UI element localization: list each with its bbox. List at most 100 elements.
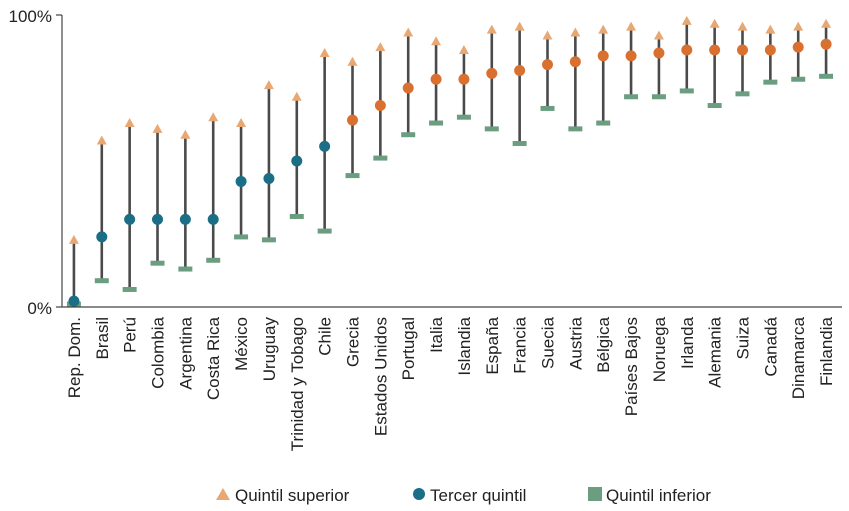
point-tercer-quintil <box>179 213 191 225</box>
point-quintil-superior <box>486 24 497 34</box>
point-tercer-quintil <box>737 44 748 56</box>
point-tercer-quintil <box>319 140 331 152</box>
point-quintil-superior <box>709 18 720 28</box>
point-quintil-superior <box>347 56 358 66</box>
legend-marker-middle <box>413 488 425 500</box>
point-quintil-inferior <box>178 266 193 272</box>
point-quintil-superior <box>598 24 609 34</box>
x-tick-label: Italia <box>427 316 446 352</box>
point-quintil-inferior <box>373 155 388 161</box>
point-quintil-inferior <box>94 278 109 284</box>
x-tick-label: Trinidad y Tobago <box>288 317 307 451</box>
point-tercer-quintil <box>569 56 581 68</box>
point-tercer-quintil <box>124 213 136 225</box>
point-tercer-quintil <box>597 50 609 62</box>
legend-label-top: Quintil superior <box>235 486 350 505</box>
x-tick-label: Costa Rica <box>204 316 223 400</box>
point-quintil-inferior <box>791 76 806 82</box>
x-tick-label: Suecia <box>539 316 558 369</box>
point-quintil-inferior <box>763 79 778 85</box>
point-tercer-quintil <box>235 175 247 187</box>
point-quintil-superior <box>180 129 191 139</box>
point-quintil-superior <box>68 234 79 244</box>
point-quintil-superior <box>375 42 386 52</box>
point-tercer-quintil <box>458 73 470 85</box>
point-quintil-inferior <box>568 126 583 132</box>
legend: Quintil superior Tercer quintil Quintil … <box>216 486 711 505</box>
point-tercer-quintil <box>792 41 804 53</box>
point-tercer-quintil <box>374 100 386 112</box>
legend-label-bottom: Quintil inferior <box>606 486 711 505</box>
x-tick-label: Colombia <box>149 316 168 388</box>
point-quintil-inferior <box>651 94 666 100</box>
y-tick-label-top: 100% <box>9 7 52 26</box>
point-quintil-inferior <box>345 173 360 179</box>
point-quintil-superior <box>626 21 637 31</box>
x-tick-labels: Rep. Dom. Brasil Perú Colombia Argentina Cost… <box>65 316 836 451</box>
point-tercer-quintil <box>625 50 637 62</box>
x-tick-label: Francia <box>511 316 530 373</box>
point-tercer-quintil <box>68 295 80 307</box>
point-quintil-inferior <box>512 140 527 146</box>
x-tick-label: Brasil <box>93 317 112 360</box>
point-tercer-quintil <box>820 38 832 50</box>
point-quintil-inferior <box>540 105 555 111</box>
point-quintil-inferior <box>401 132 416 138</box>
x-tick-label: Argentina <box>176 316 195 389</box>
point-quintil-superior <box>570 27 581 37</box>
point-tercer-quintil <box>653 47 665 59</box>
x-tick-label: Alemania <box>706 316 725 387</box>
x-tick-label: Irlanda <box>678 316 697 369</box>
point-tercer-quintil <box>402 82 414 94</box>
x-tick-label: España <box>483 316 502 374</box>
point-quintil-inferior <box>624 94 639 100</box>
point-tercer-quintil <box>96 231 108 243</box>
x-tick-label: Noruega <box>650 316 669 382</box>
point-quintil-superior <box>152 123 163 133</box>
point-quintil-inferior <box>707 103 722 109</box>
point-tercer-quintil <box>152 213 163 225</box>
point-quintil-superior <box>681 15 692 25</box>
x-tick-label: Finlandia <box>817 316 836 386</box>
x-tick-label: México <box>232 317 251 371</box>
point-quintil-superior <box>821 18 832 28</box>
point-quintil-superior <box>208 112 219 122</box>
y-tick-label-bottom: 0% <box>27 299 52 318</box>
point-quintil-inferior <box>206 257 221 263</box>
point-quintil-superior <box>542 30 553 40</box>
legend-label-middle: Tercer quintil <box>430 486 526 505</box>
x-tick-label: Chile <box>316 317 335 356</box>
legend-marker-top <box>216 488 230 500</box>
point-quintil-inferior <box>819 73 834 79</box>
chart-marks <box>66 15 834 307</box>
point-quintil-inferior <box>429 120 444 126</box>
x-tick-label: Suiza <box>734 316 753 359</box>
point-tercer-quintil <box>681 44 693 56</box>
point-quintil-superior <box>514 21 525 31</box>
x-tick-label: Rep. Dom. <box>65 317 84 398</box>
point-quintil-superior <box>653 30 664 40</box>
point-quintil-superior <box>737 21 748 31</box>
point-quintil-superior <box>458 45 469 55</box>
point-quintil-superior <box>263 80 274 90</box>
point-tercer-quintil <box>514 64 526 76</box>
x-tick-label: Países Bajos <box>622 317 641 416</box>
x-tick-label: Austria <box>566 316 585 369</box>
point-tercer-quintil <box>430 73 442 85</box>
point-quintil-inferior <box>122 286 137 292</box>
point-quintil-superior <box>236 118 247 128</box>
x-tick-label: Canadá <box>761 316 780 376</box>
point-quintil-superior <box>765 24 776 34</box>
point-quintil-superior <box>431 36 442 46</box>
point-tercer-quintil <box>207 213 219 225</box>
point-quintil-superior <box>96 135 107 145</box>
point-tercer-quintil <box>347 114 358 126</box>
point-tercer-quintil <box>709 44 721 56</box>
point-tercer-quintil <box>542 59 553 71</box>
point-tercer-quintil <box>486 67 498 79</box>
point-tercer-quintil <box>263 173 275 185</box>
point-quintil-inferior <box>679 88 694 94</box>
x-tick-label: Bélgica <box>594 316 613 372</box>
point-tercer-quintil <box>291 155 303 167</box>
